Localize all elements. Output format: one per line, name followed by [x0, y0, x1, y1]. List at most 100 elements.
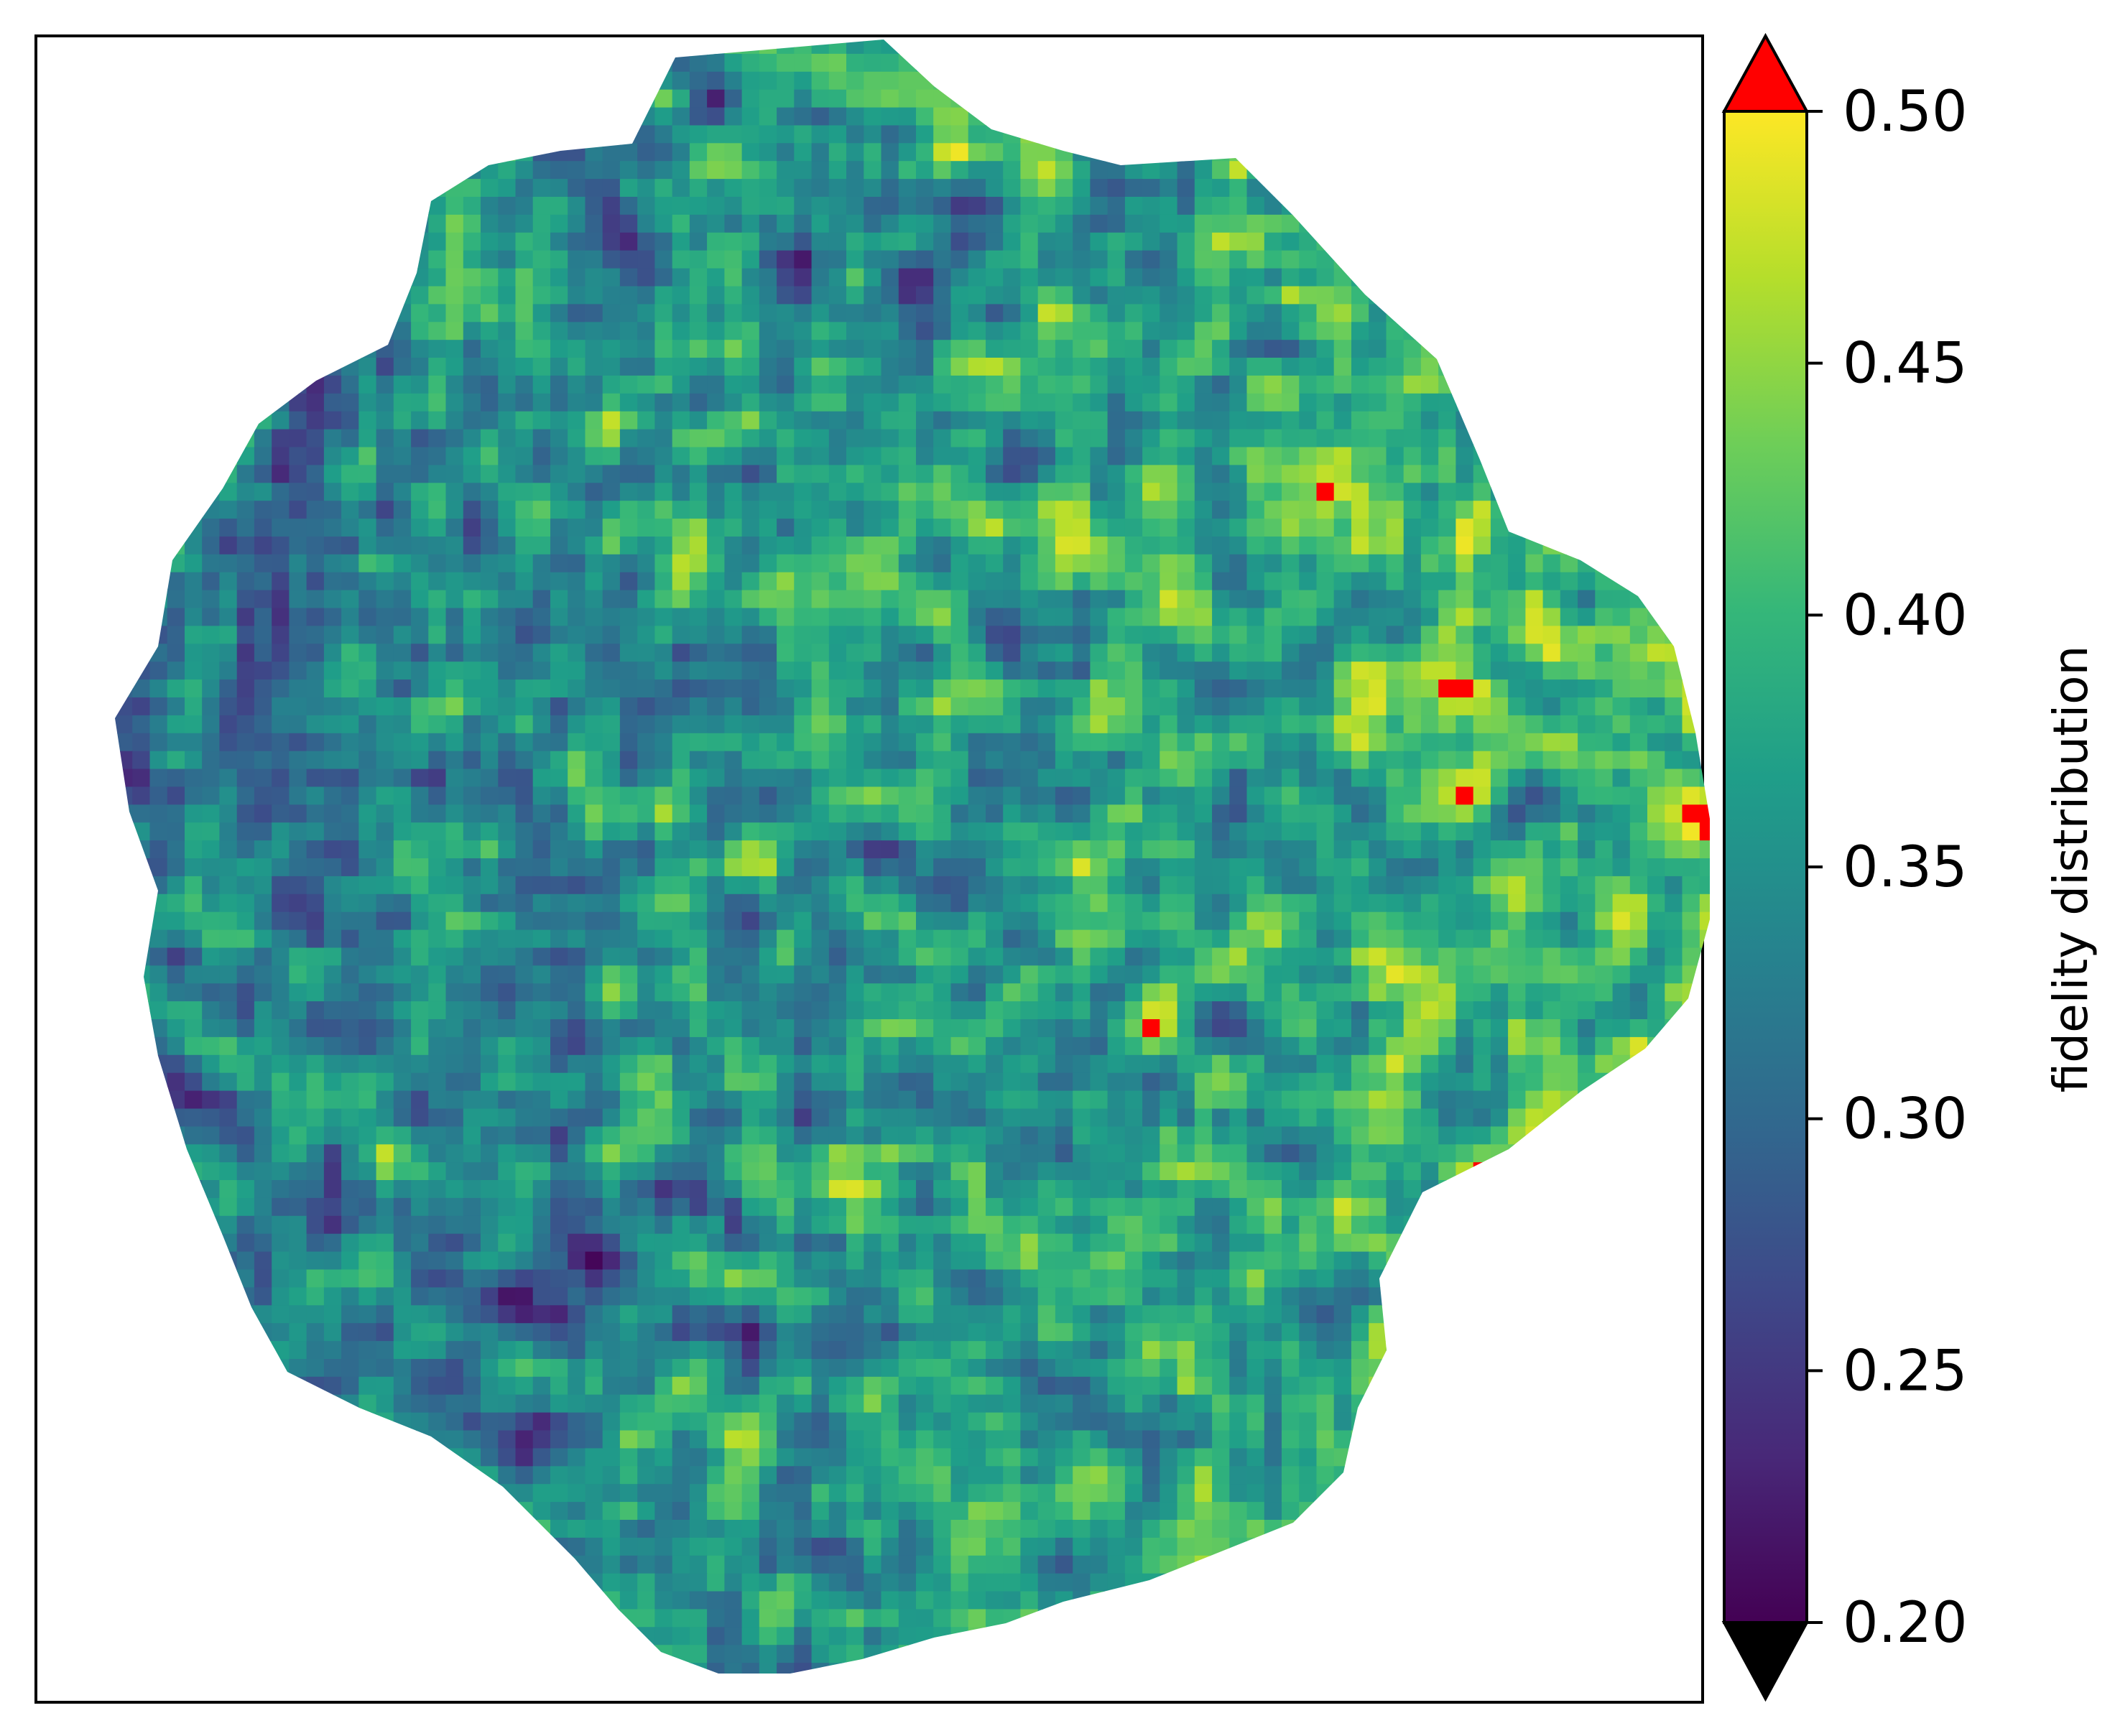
- heatmap-cell: [1333, 537, 1352, 555]
- heatmap-cell: [1647, 983, 1665, 1002]
- heatmap-cell: [1142, 572, 1161, 591]
- heatmap-cell: [428, 715, 447, 734]
- heatmap-cell: [950, 197, 969, 215]
- heatmap-cell: [323, 519, 342, 537]
- heatmap-cell: [393, 929, 412, 949]
- heatmap-cell: [428, 483, 447, 501]
- heatmap-cell: [1160, 804, 1178, 823]
- heatmap-cell: [1508, 537, 1527, 555]
- heatmap-cell: [602, 483, 621, 501]
- heatmap-cell: [1299, 572, 1318, 591]
- heatmap-cell: [1177, 929, 1195, 949]
- heatmap-cell: [376, 804, 394, 823]
- heatmap-cell: [1107, 358, 1126, 376]
- heatmap-cell: [1124, 947, 1143, 967]
- heatmap-cell: [794, 232, 813, 251]
- heatmap-cell: [759, 125, 777, 144]
- heatmap-cell: [828, 340, 847, 358]
- heatmap-cell: [550, 715, 568, 734]
- heatmap-cell: [1073, 715, 1091, 734]
- heatmap-cell: [828, 375, 847, 394]
- heatmap-cell: [463, 250, 481, 269]
- heatmap-cell: [1090, 554, 1109, 573]
- heatmap-cell: [289, 840, 307, 859]
- heatmap-cell: [1003, 644, 1022, 662]
- heatmap-cell: [376, 822, 394, 841]
- heatmap-cell: [933, 519, 952, 537]
- heatmap-cell: [811, 590, 830, 609]
- heatmap-cell: [933, 393, 952, 412]
- heatmap-cell: [741, 214, 760, 233]
- heatmap-cell: [1351, 662, 1369, 680]
- heatmap-cell: [950, 322, 969, 340]
- heatmap-cell: [741, 911, 760, 931]
- heatmap-cell: [1629, 786, 1648, 806]
- heatmap-cell: [1282, 250, 1300, 269]
- heatmap-cell: [968, 519, 986, 537]
- heatmap-cell: [532, 179, 551, 198]
- heatmap-cell: [1386, 447, 1404, 466]
- heatmap-cell: [1665, 929, 1683, 949]
- heatmap-cell: [550, 893, 568, 913]
- heatmap-cell: [498, 786, 517, 806]
- heatmap-cell: [707, 554, 726, 573]
- heatmap-cell: [585, 893, 603, 913]
- heatmap-cell: [254, 947, 272, 967]
- heatmap-cell: [167, 840, 185, 859]
- heatmap-cell: [724, 89, 743, 108]
- heatmap-cell: [828, 662, 847, 680]
- heatmap-cell: [1194, 537, 1213, 555]
- heatmap-cell: [1107, 375, 1126, 394]
- heatmap-cell: [637, 554, 656, 573]
- heatmap-cell: [463, 537, 481, 555]
- heatmap-cell: [1369, 554, 1387, 573]
- heatmap-cell: [689, 71, 708, 90]
- heatmap-cell: [741, 590, 760, 609]
- heatmap-cell: [585, 429, 603, 448]
- heatmap-cell: [323, 429, 342, 448]
- heatmap-cell: [1508, 626, 1527, 645]
- heatmap-cell: [864, 232, 882, 251]
- heatmap-cell: [864, 125, 882, 144]
- heatmap-cell: [463, 501, 481, 519]
- heatmap-cell: [1177, 662, 1195, 680]
- heatmap-cell: [1229, 519, 1248, 537]
- heatmap-cell: [916, 125, 934, 144]
- heatmap-cell: [585, 393, 603, 412]
- heatmap-cell: [515, 786, 534, 806]
- heatmap-cell: [323, 822, 342, 841]
- heatmap-cell: [1073, 340, 1091, 358]
- heatmap-cell: [306, 608, 325, 627]
- heatmap-cell: [515, 983, 534, 1002]
- heatmap-cell: [202, 983, 221, 1002]
- heatmap-cell: [1316, 858, 1335, 877]
- heatmap-cell: [916, 304, 934, 323]
- heatmap-cell: [1351, 465, 1369, 484]
- heatmap-cell: [1107, 465, 1126, 484]
- heatmap-cell: [1316, 554, 1335, 573]
- heatmap-cell: [428, 519, 447, 537]
- heatmap-cell: [1246, 232, 1265, 251]
- heatmap-cell: [933, 965, 952, 984]
- heatmap-cell: [445, 268, 464, 287]
- heatmap-cell: [689, 197, 708, 215]
- heatmap-cell: [1420, 715, 1439, 734]
- heatmap-cell: [515, 286, 534, 305]
- heatmap-cell: [1403, 679, 1422, 698]
- heatmap-cell: [341, 501, 360, 519]
- heatmap-cell: [1142, 590, 1161, 609]
- heatmap-cell: [411, 947, 430, 967]
- heatmap-cell: [619, 197, 638, 215]
- heatmap-cell: [950, 232, 969, 251]
- heatmap-cell: [1212, 411, 1231, 430]
- heatmap-cell: [515, 840, 534, 859]
- heatmap-cell: [1246, 983, 1265, 1002]
- heatmap-cell: [236, 1001, 255, 1020]
- heatmap-cell: [724, 447, 743, 466]
- heatmap-cell: [1299, 751, 1318, 770]
- heatmap-cell: [306, 465, 325, 484]
- heatmap-cell: [568, 840, 586, 859]
- heatmap-cell: [568, 411, 586, 430]
- heatmap-cell: [1578, 662, 1596, 680]
- heatmap-cell: [1333, 644, 1352, 662]
